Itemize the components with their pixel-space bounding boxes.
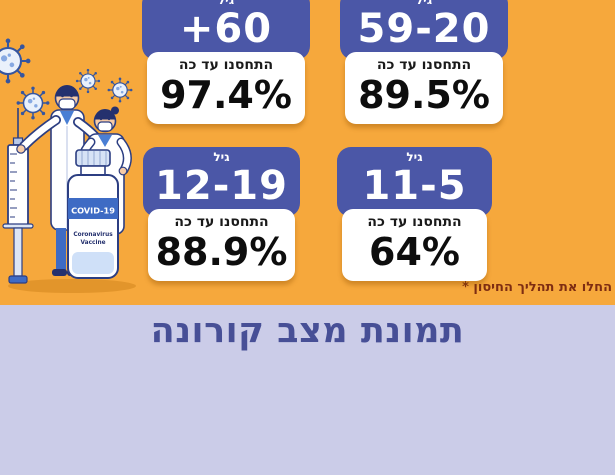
ground-shadow	[8, 279, 136, 293]
vaccinated-so-far-label: התחסנו עד כה	[178, 57, 274, 73]
vial-sublabel-1: Coronavirus	[73, 232, 113, 238]
vial-sublabel-2: Vaccine	[81, 240, 106, 246]
age-label: גיל	[217, 0, 235, 7]
age-range: 59-20	[357, 6, 491, 52]
corona-status-section: תמונת מצב קורונה 10 ציון על לפי מתווה הר…	[0, 305, 615, 475]
age-label: גיל	[213, 150, 230, 164]
vial-label: COVID-19	[71, 206, 115, 216]
age-card-header: גיל 12-19	[143, 147, 300, 217]
vaccination-footnote: * החלו את תהליך החיסון	[462, 280, 612, 295]
vaccinated-percent: 97.4%	[160, 73, 292, 117]
section-title: תמונת מצב קורונה	[150, 311, 465, 351]
age-label: גיל	[406, 150, 423, 164]
vaccinated-so-far-label: התחסנו עד כה	[376, 57, 472, 73]
vaccinated-so-far-label: התחסנו עד כה	[367, 214, 462, 230]
doctors-vaccine-illustration: COVID-19 Coronavirus Vaccine	[0, 38, 136, 293]
age-label: גיל	[415, 0, 433, 7]
age-card-body: התחסנו עד כה 64%	[342, 209, 487, 281]
age-card-12-19: גיל 12-19 התחסנו עד כה 88.9%	[143, 147, 300, 281]
age-range: 12-19	[155, 163, 288, 209]
age-card-60-plus: גיל +60 התחסנו עד כה 97.4%	[142, 0, 310, 124]
age-range: +60	[179, 6, 273, 52]
age-card-5-11: גיל 11-5 התחסנו עד כה 64%	[337, 147, 492, 281]
age-card-header: גיל 59-20	[340, 0, 508, 60]
age-card-body: התחסנו עד כה 97.4%	[147, 52, 305, 124]
age-card-body: התחסנו עד כה 89.5%	[345, 52, 503, 124]
vaccination-section: COVID-19 Coronavirus Vaccine גיל +60 התח…	[0, 0, 612, 295]
vaccinated-percent: 64%	[369, 230, 460, 274]
vaccinated-so-far-label: התחסנו עד כה	[174, 214, 269, 230]
vaccinated-percent: 89.5%	[358, 73, 490, 117]
vaccinated-percent: 88.9%	[155, 230, 288, 274]
vaccine-vial: COVID-19 Coronavirus Vaccine	[67, 149, 119, 279]
age-card-header: גיל 11-5	[337, 147, 492, 217]
age-card-body: התחסנו עד כה 88.9%	[148, 209, 295, 281]
syringe-icon	[2, 108, 34, 284]
age-card-header: גיל +60	[142, 0, 310, 60]
age-range: 11-5	[362, 163, 467, 209]
age-card-20-59: גיל 59-20 התחסנו עד כה 89.5%	[340, 0, 508, 124]
